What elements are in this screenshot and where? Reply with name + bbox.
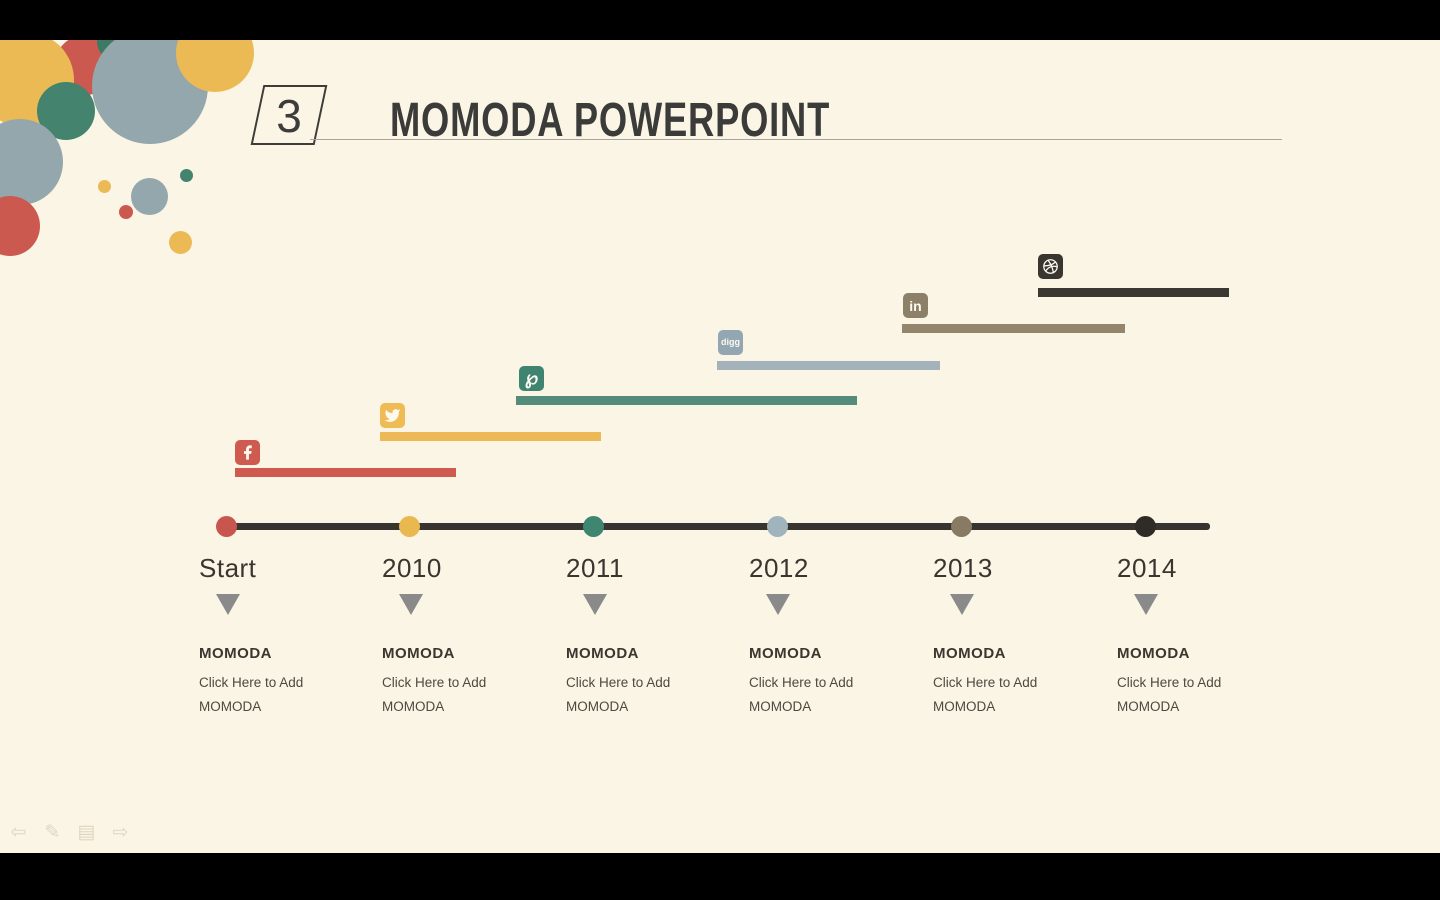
section-number: 3 (276, 90, 302, 142)
milestone-year: 2011 (566, 553, 624, 583)
facebook-bar (235, 468, 456, 477)
timeline-dot-2013 (951, 516, 972, 537)
decor-circle-red-2 (0, 196, 40, 256)
milestone-year: 2012 (749, 553, 809, 583)
milestone-body-line1: Click Here to Add (382, 675, 487, 690)
twitter-icon (380, 403, 405, 428)
milestone-body-line1: Click Here to Add (749, 675, 854, 690)
slide-menu-button[interactable]: ▤ (77, 822, 96, 843)
triangle-down-icon (950, 594, 974, 615)
linkedin-bar (902, 324, 1125, 333)
timeline-dot-2012 (767, 516, 788, 537)
timeline-line (227, 523, 1210, 530)
next-slide-button[interactable]: ⇨ (112, 822, 129, 843)
milestone-heading: MOMODA (199, 645, 272, 662)
timeline-entry-2011: 2011 MOMODA Click Here to Add MOMODA (566, 553, 736, 714)
pen-tool-button[interactable]: ✎ (44, 822, 61, 843)
letterbox-top (0, 0, 1440, 40)
milestone-body-line2: MOMODA (1117, 699, 1180, 714)
milestone-body-line1: Click Here to Add (933, 675, 1038, 690)
triangle-down-icon (766, 594, 790, 615)
milestone-body-line1: Click Here to Add (199, 675, 304, 690)
timeline-dot-2010 (399, 516, 420, 537)
milestone-heading: MOMODA (749, 645, 822, 662)
decor-dot-teal (180, 169, 193, 182)
pinterest-icon: ℘ (519, 366, 544, 391)
triangle-down-icon (1134, 594, 1158, 615)
slide-canvas: 3 MOMODA POWERPOINT ℘ digg in (0, 40, 1440, 853)
page-title: MOMODA POWERPOINT (390, 92, 831, 147)
timeline-dot-start (216, 516, 237, 537)
digg-icon: digg (718, 330, 743, 355)
triangle-down-icon (583, 594, 607, 615)
triangle-down-icon (399, 594, 423, 615)
presenter-toolbar: ⇦ ✎ ▤ ⇨ (8, 822, 131, 843)
milestone-body-line2: MOMODA (382, 699, 445, 714)
milestone-heading: MOMODA (382, 645, 455, 662)
timeline-entry-2014: 2014 MOMODA Click Here to Add MOMODA (1117, 553, 1287, 714)
milestone-heading: MOMODA (933, 645, 1006, 662)
dribbble-icon (1038, 254, 1063, 279)
twitter-bar (380, 432, 601, 441)
milestone-heading: MOMODA (1117, 645, 1190, 662)
milestone-year: Start (199, 553, 257, 583)
milestone-year: 2010 (382, 553, 442, 583)
pinterest-glyph: ℘ (524, 367, 539, 389)
decor-dot-yellow-2 (169, 231, 192, 254)
milestone-body-line2: MOMODA (566, 699, 629, 714)
digg-bar (717, 361, 940, 370)
milestone-body-line2: MOMODA (199, 699, 262, 714)
section-number-box: 3 (250, 85, 328, 145)
milestone-body-line1: Click Here to Add (1117, 675, 1222, 690)
milestone-heading: MOMODA (566, 645, 639, 662)
title-divider (310, 139, 1282, 140)
timeline-entry-2012: 2012 MOMODA Click Here to Add MOMODA (749, 553, 919, 714)
linkedin-glyph: in (909, 297, 922, 314)
timeline-entry-2013: 2013 MOMODA Click Here to Add MOMODA (933, 553, 1103, 714)
milestone-year: 2013 (933, 553, 993, 583)
decor-dot-gray (131, 178, 168, 215)
dribbble-bar (1038, 288, 1229, 297)
milestone-body-line1: Click Here to Add (566, 675, 671, 690)
previous-slide-button[interactable]: ⇦ (10, 822, 27, 843)
pinterest-bar (516, 396, 857, 405)
timeline-entry-start: Start MOMODA Click Here to Add MOMODA (199, 553, 369, 714)
milestone-body-line2: MOMODA (749, 699, 812, 714)
timeline-entry-2010: 2010 MOMODA Click Here to Add MOMODA (382, 553, 552, 714)
letterbox-bottom (0, 853, 1440, 900)
linkedin-icon: in (903, 293, 928, 318)
triangle-down-icon (216, 594, 240, 615)
timeline-dot-2014 (1135, 516, 1156, 537)
decor-dot-red (119, 205, 133, 219)
timeline-dot-2011 (583, 516, 604, 537)
digg-glyph: digg (721, 337, 740, 347)
decor-dot-yellow (98, 180, 111, 193)
milestone-year: 2014 (1117, 553, 1177, 583)
facebook-icon (235, 440, 260, 465)
milestone-body-line2: MOMODA (933, 699, 996, 714)
